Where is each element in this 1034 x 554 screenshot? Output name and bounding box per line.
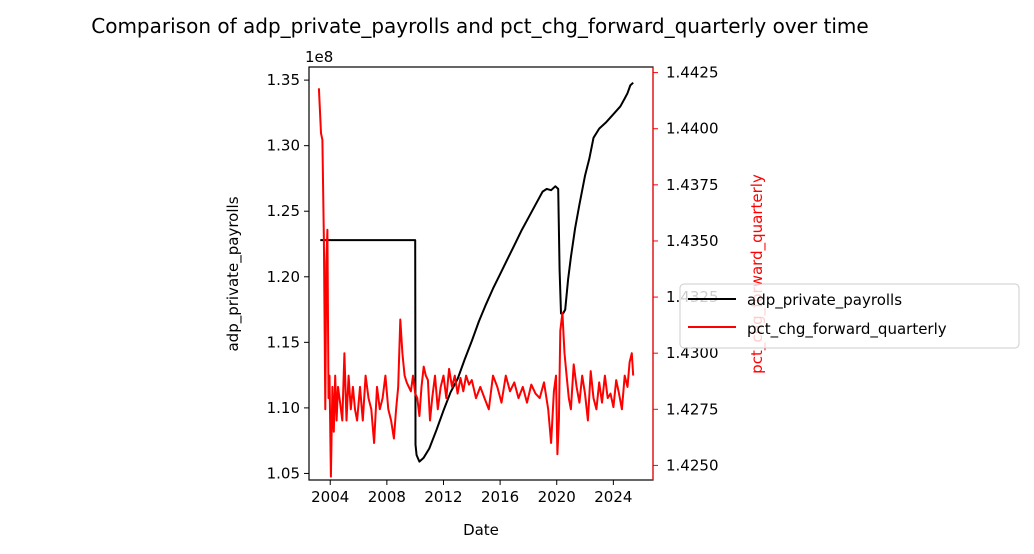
legend-label-pct: pct_chg_forward_quarterly [747,320,947,339]
left-tick-label: 1.30 [267,137,300,155]
left-tick-label: 1.25 [267,202,300,220]
series-line-adp_private_payrolls [320,81,634,463]
left-tick-label: 1.10 [267,399,300,417]
x-tick-label: 2020 [538,488,576,506]
right-tick-label: 1.4425 [666,64,719,82]
right-tick-label: 1.4400 [666,120,719,138]
right-tick-label: 1.4250 [666,456,719,474]
x-tick-label: 2024 [594,488,632,506]
right-axis-ticks: 1.42501.42751.43001.43251.43501.43751.44… [653,64,719,474]
x-tick-label: 2012 [424,488,462,506]
right-tick-label: 1.4350 [666,232,719,250]
left-tick-label: 1.15 [267,333,300,351]
left-tick-label: 1.20 [267,268,300,286]
legend: adp_private_payrolls pct_chg_forward_qua… [679,283,1020,349]
left-axis-ticks: 1.05 1.10 1.15 1.20 1.25 1.30 1.35 [267,71,309,482]
x-axis-ticks: 2004 2008 2012 2016 2020 2024 [311,480,632,506]
left-tick-label: 1.05 [267,464,300,482]
left-axis-offset-text: 1e8 [305,48,333,66]
right-tick-label: 1.4275 [666,400,719,418]
left-tick-label: 1.35 [267,71,300,89]
left-axis-label: adp_private_payrolls [224,196,243,351]
x-tick-label: 2004 [311,488,349,506]
series-line-pct_chg_forward_quarterly [317,88,635,478]
x-tick-label: 2016 [481,488,519,506]
legend-label-adp: adp_private_payrolls [747,291,902,310]
plot-frame [308,66,654,481]
legend-box [679,283,1020,349]
plot-lines [317,81,635,478]
chart-title: Comparison of adp_private_payrolls and p… [91,14,868,38]
right-tick-label: 1.4375 [666,176,719,194]
x-axis-label: Date [463,521,499,539]
x-tick-label: 2008 [368,488,406,506]
right-tick-label: 1.4300 [666,344,719,362]
